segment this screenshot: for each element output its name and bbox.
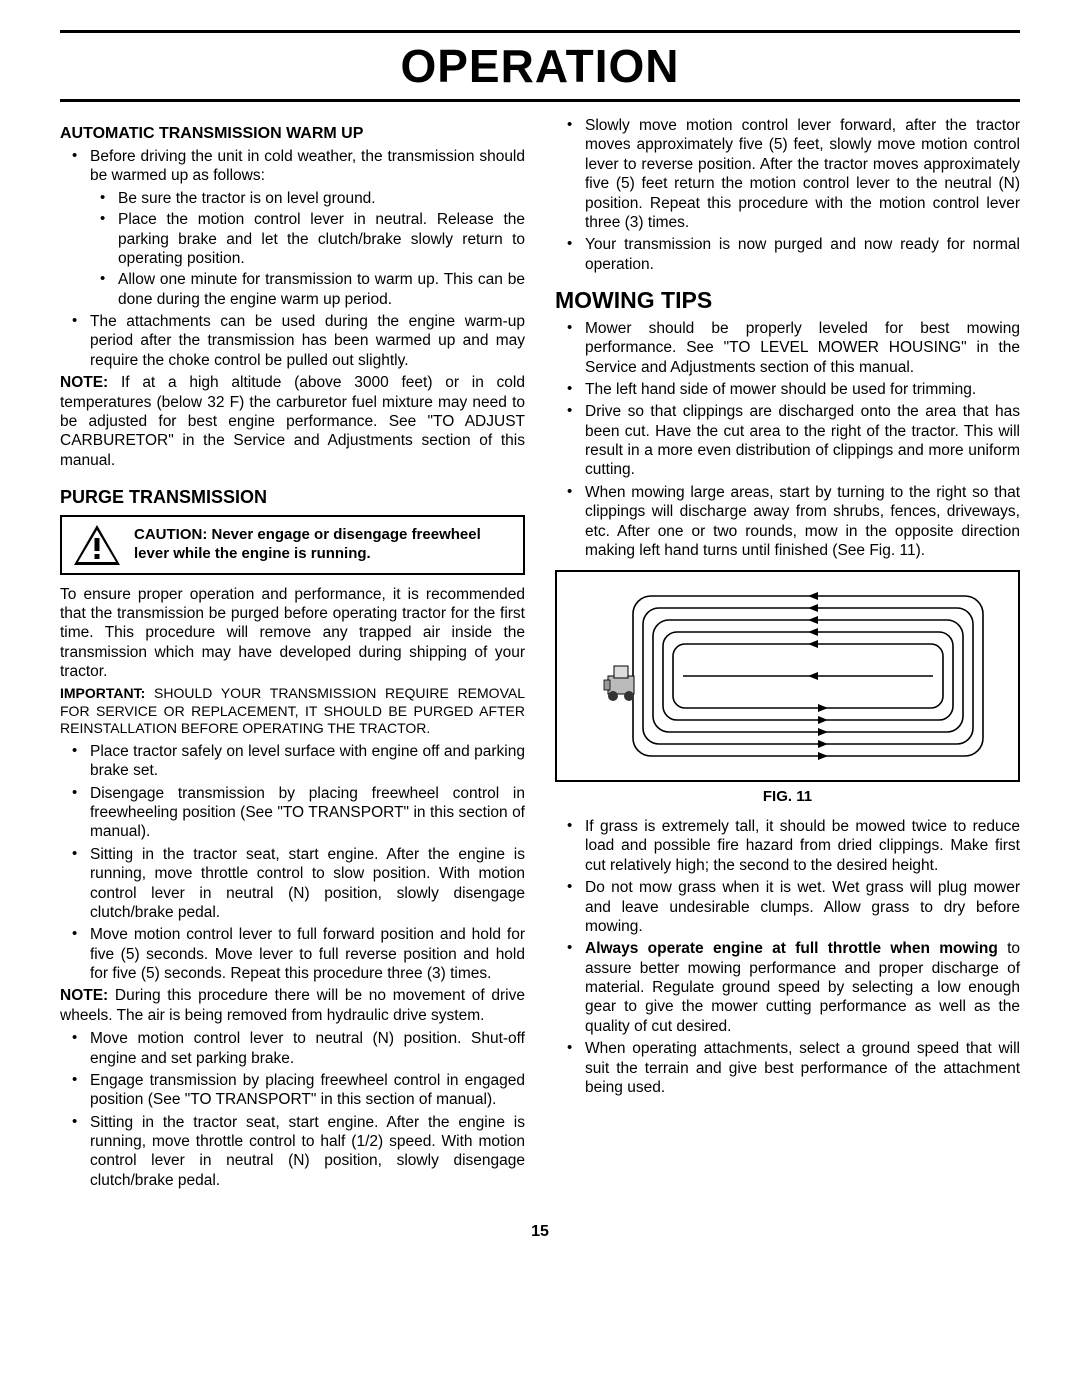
purge-step-5: Move motion control lever to neutral (N)… xyxy=(60,1029,525,1068)
mow-tip-1: Mower should be properly leveled for bes… xyxy=(555,319,1020,377)
note2-text: During this procedure there will be no m… xyxy=(60,987,525,1023)
warmup-intro-text: Before driving the unit in cold weather,… xyxy=(90,148,525,184)
warning-icon xyxy=(72,523,122,567)
page-number: 15 xyxy=(60,1223,1020,1241)
figure-11-box xyxy=(555,570,1020,782)
mowing-tips-title: MOWING TIPS xyxy=(555,286,1020,315)
warmup-intro-item: Before driving the unit in cold weather,… xyxy=(60,147,525,309)
content-columns: AUTOMATIC TRANSMISSION WARM UP Before dr… xyxy=(60,116,1020,1193)
mowing-pattern-diagram xyxy=(578,586,998,766)
caution-label: CAUTION: xyxy=(134,526,207,543)
warmup-heading: AUTOMATIC TRANSMISSION WARM UP xyxy=(60,124,525,144)
warmup-sub-2: Place the motion control lever in neutra… xyxy=(90,210,525,268)
page-title: OPERATION xyxy=(60,39,1020,93)
mow-tip-2: The left hand side of mower should be us… xyxy=(555,380,1020,399)
throttle-bold: Always operate engine at full throttle w… xyxy=(585,940,998,957)
caution-box: CAUTION: Never engage or disengage freew… xyxy=(60,515,525,575)
caution-text-block: CAUTION: Never engage or disengage freew… xyxy=(134,526,513,564)
bottom-rule xyxy=(60,99,1020,102)
mow-tip-7: When operating attachments, select a gro… xyxy=(555,1039,1020,1097)
purge-step-1: Place tractor safely on level surface wi… xyxy=(60,742,525,781)
left-column: AUTOMATIC TRANSMISSION WARM UP Before dr… xyxy=(60,116,525,1193)
cont-step-2: Your transmission is now purged and now … xyxy=(555,235,1020,274)
mow-tip-3: Drive so that clippings are discharged o… xyxy=(555,402,1020,480)
purge-step-7: Sitting in the tractor seat, start engin… xyxy=(60,1113,525,1191)
purge-title: PURGE TRANSMISSION xyxy=(60,486,525,509)
purge-step-4: Move motion control lever to full forwar… xyxy=(60,925,525,983)
purge-step-6: Engage transmission by placing freewheel… xyxy=(60,1071,525,1110)
purge-note2: NOTE: During this procedure there will b… xyxy=(60,986,525,1025)
mow-tip-6: Do not mow grass when it is wet. Wet gra… xyxy=(555,878,1020,936)
purge-step-3: Sitting in the tractor seat, start engin… xyxy=(60,845,525,923)
warmup-attach-item: The attachments can be used during the e… xyxy=(60,312,525,370)
mow-tip-5: If grass is extremely tall, it should be… xyxy=(555,817,1020,875)
purge-intro: To ensure proper operation and performan… xyxy=(60,585,525,682)
note2-label: NOTE: xyxy=(60,987,108,1004)
right-column: Slowly move motion control lever forward… xyxy=(555,116,1020,1193)
warmup-sub-3: Allow one minute for transmission to war… xyxy=(90,270,525,309)
warmup-sub-1: Be sure the tractor is on level ground. xyxy=(90,189,525,208)
important-note: IMPORTANT: SHOULD YOUR TRANSMISSION REQU… xyxy=(60,685,525,738)
altitude-note: NOTE: If at a high altitude (above 3000 … xyxy=(60,373,525,470)
note-label: NOTE: xyxy=(60,374,108,391)
mow-tip-4: When mowing large areas, start by turnin… xyxy=(555,483,1020,561)
top-rule xyxy=(60,30,1020,33)
cont-step-1: Slowly move motion control lever forward… xyxy=(555,116,1020,232)
note-text: If at a high altitude (above 3000 feet) … xyxy=(60,374,525,469)
mow-tip-throttle: Always operate engine at full throttle w… xyxy=(555,939,1020,1036)
fig-11-caption: FIG. 11 xyxy=(555,788,1020,807)
purge-step-2: Disengage transmission by placing freewh… xyxy=(60,784,525,842)
important-label: IMPORTANT: xyxy=(60,685,145,701)
